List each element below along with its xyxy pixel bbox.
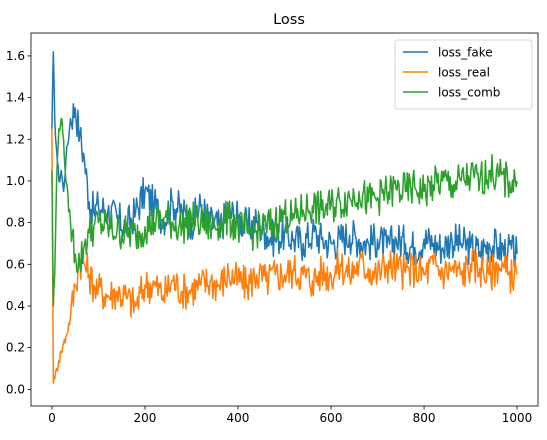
legend-box (394, 39, 533, 110)
x-tick-label: 0 (48, 411, 56, 425)
chart-title: Loss (273, 12, 305, 28)
y-tick-label: 0.8 (6, 216, 25, 230)
y-tick-label: 1.2 (6, 132, 25, 146)
x-tick-label: 1000 (502, 411, 533, 425)
plot-area (51, 51, 518, 384)
y-tick-label: 0.2 (6, 341, 25, 355)
axes-frame (30, 32, 539, 407)
series-line-loss-comb (51, 117, 518, 307)
y-tick-label: 1.6 (6, 49, 25, 63)
series-line-loss-real (51, 128, 518, 384)
y-tick-label: 0.6 (6, 257, 25, 271)
legend-label-loss-comb: loss_comb (438, 86, 500, 100)
y-tick-label: 0.4 (6, 299, 25, 313)
x-tick-label: 800 (413, 411, 436, 425)
legend: loss_fake loss_real loss_comb (394, 39, 533, 110)
y-tick-label: 1.0 (6, 174, 25, 188)
legend-label-loss-real: loss_real (438, 66, 490, 80)
y-tick-label: 0.0 (6, 382, 25, 396)
legend-label-loss-fake: loss_fake (438, 46, 493, 60)
series-line-loss-fake (51, 51, 518, 269)
x-tick-label: 200 (134, 411, 157, 425)
y-tick-label: 1.4 (6, 91, 25, 105)
x-tick-label: 400 (227, 411, 250, 425)
x-tick-label: 600 (320, 411, 343, 425)
axes: 0 200 400 600 800 1000 0.0 0.2 0.4 0.6 0.8 1.0 1.2 1.… (6, 32, 539, 425)
